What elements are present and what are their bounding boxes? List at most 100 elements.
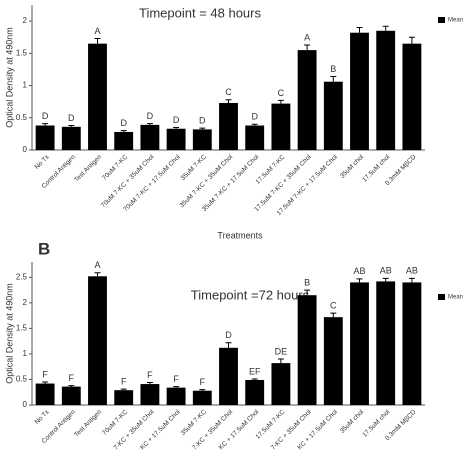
bar [88, 43, 107, 150]
significance-letter: A [304, 32, 310, 42]
bar [166, 128, 186, 150]
significance-letter: D [199, 115, 206, 125]
panel-label: B [38, 239, 50, 258]
significance-letter: F [173, 374, 179, 384]
significance-letter: DE [275, 346, 288, 356]
bar [35, 125, 55, 150]
error-bar [330, 312, 337, 318]
significance-letter: C [225, 87, 232, 97]
y-axis-label: Optical Density at 490nm [4, 283, 14, 384]
significance-letter: D [225, 330, 232, 340]
bar [35, 383, 55, 405]
bar [192, 129, 212, 150]
bar [245, 379, 265, 405]
x-tick-label: 35uM chol [339, 153, 366, 180]
significance-letter: AB [353, 266, 365, 276]
significance-letter: D [147, 111, 154, 121]
error-bar [94, 272, 101, 277]
significance-letter: D [42, 111, 49, 121]
significance-letter: D [173, 115, 180, 125]
x-tick-label: 35uM 7-KC + 17.5uM Chol [201, 153, 261, 213]
legend-swatch [438, 294, 445, 300]
bar [166, 387, 186, 405]
error-bar [42, 123, 49, 126]
significance-letter: EF [249, 366, 261, 376]
error-bar [225, 342, 232, 348]
error-bar [408, 36, 415, 44]
y-tick-label: 0.5 [16, 375, 28, 384]
bar [376, 281, 396, 405]
bar [219, 102, 238, 150]
error-bar [94, 38, 101, 44]
bar [297, 295, 317, 405]
bar [192, 390, 212, 405]
x-tick-label: 35uM 7-KC + 35uM Chol [178, 153, 234, 209]
bar [114, 131, 134, 150]
error-bar [251, 378, 258, 380]
chart-title: Timepoint =72 hours [191, 287, 310, 302]
x-tick-label: No Tx [34, 153, 52, 171]
error-bar [42, 381, 49, 384]
x-tick-label: 35uM chol [339, 408, 366, 435]
x-axis-label: Treatments [217, 230, 263, 240]
significance-letter: D [68, 113, 75, 123]
bar [140, 384, 160, 405]
significance-letter: D [120, 118, 127, 128]
error-bar [68, 385, 75, 387]
bar [350, 32, 369, 150]
bar [323, 317, 343, 405]
y-tick-label: 1.5 [16, 324, 28, 333]
x-tick-label: Test Antigen [73, 153, 103, 183]
bar [323, 81, 343, 150]
error-bar [382, 277, 389, 282]
error-bar [120, 130, 127, 132]
x-tick-label: 70uM 7-KC + 17.5uM Chol [122, 153, 182, 213]
bar [61, 386, 81, 405]
significance-letter: AB [380, 266, 392, 276]
bar [245, 125, 265, 150]
y-tick-label: 0.5 [16, 113, 28, 122]
bar [376, 30, 396, 150]
y-tick-label: 2 [23, 298, 28, 307]
bar [140, 124, 160, 150]
legend-swatch [438, 17, 445, 23]
y-tick-label: 1 [23, 349, 28, 358]
error-bar [382, 25, 389, 31]
error-bar [146, 123, 153, 125]
error-bar [408, 277, 415, 283]
bar [114, 390, 134, 405]
error-bar [146, 382, 153, 385]
bar [88, 276, 107, 405]
significance-letter: D [251, 112, 258, 122]
error-bar [356, 27, 363, 33]
legend-label: Mean [448, 18, 463, 24]
y-tick-label: 1.5 [16, 48, 28, 57]
error-bar [330, 76, 337, 82]
x-tick-label: Test Antigen [73, 408, 103, 438]
significance-letter: F [200, 377, 206, 387]
significance-letter: F [69, 373, 75, 383]
bar [402, 43, 422, 150]
bar [297, 50, 317, 150]
significance-letter: A [94, 260, 100, 270]
error-bar [356, 278, 363, 283]
error-bar [173, 126, 180, 129]
significance-letter: C [278, 88, 285, 98]
y-tick-label: 0 [23, 400, 28, 409]
bar [350, 282, 369, 405]
significance-letter: F [42, 369, 48, 379]
significance-letter: A [94, 26, 100, 36]
chart-title: Timepoint = 48 hours [139, 5, 262, 20]
y-tick-label: 0 [23, 145, 28, 154]
error-bar [199, 127, 206, 130]
significance-letter: C [330, 300, 337, 310]
significance-letter: B [330, 64, 336, 74]
error-bar [251, 123, 258, 126]
error-bar [304, 44, 311, 51]
error-bar [277, 358, 284, 364]
bar [271, 103, 291, 150]
error-bar [120, 388, 127, 391]
y-tick-label: 1 [23, 81, 28, 90]
bar [271, 363, 291, 405]
